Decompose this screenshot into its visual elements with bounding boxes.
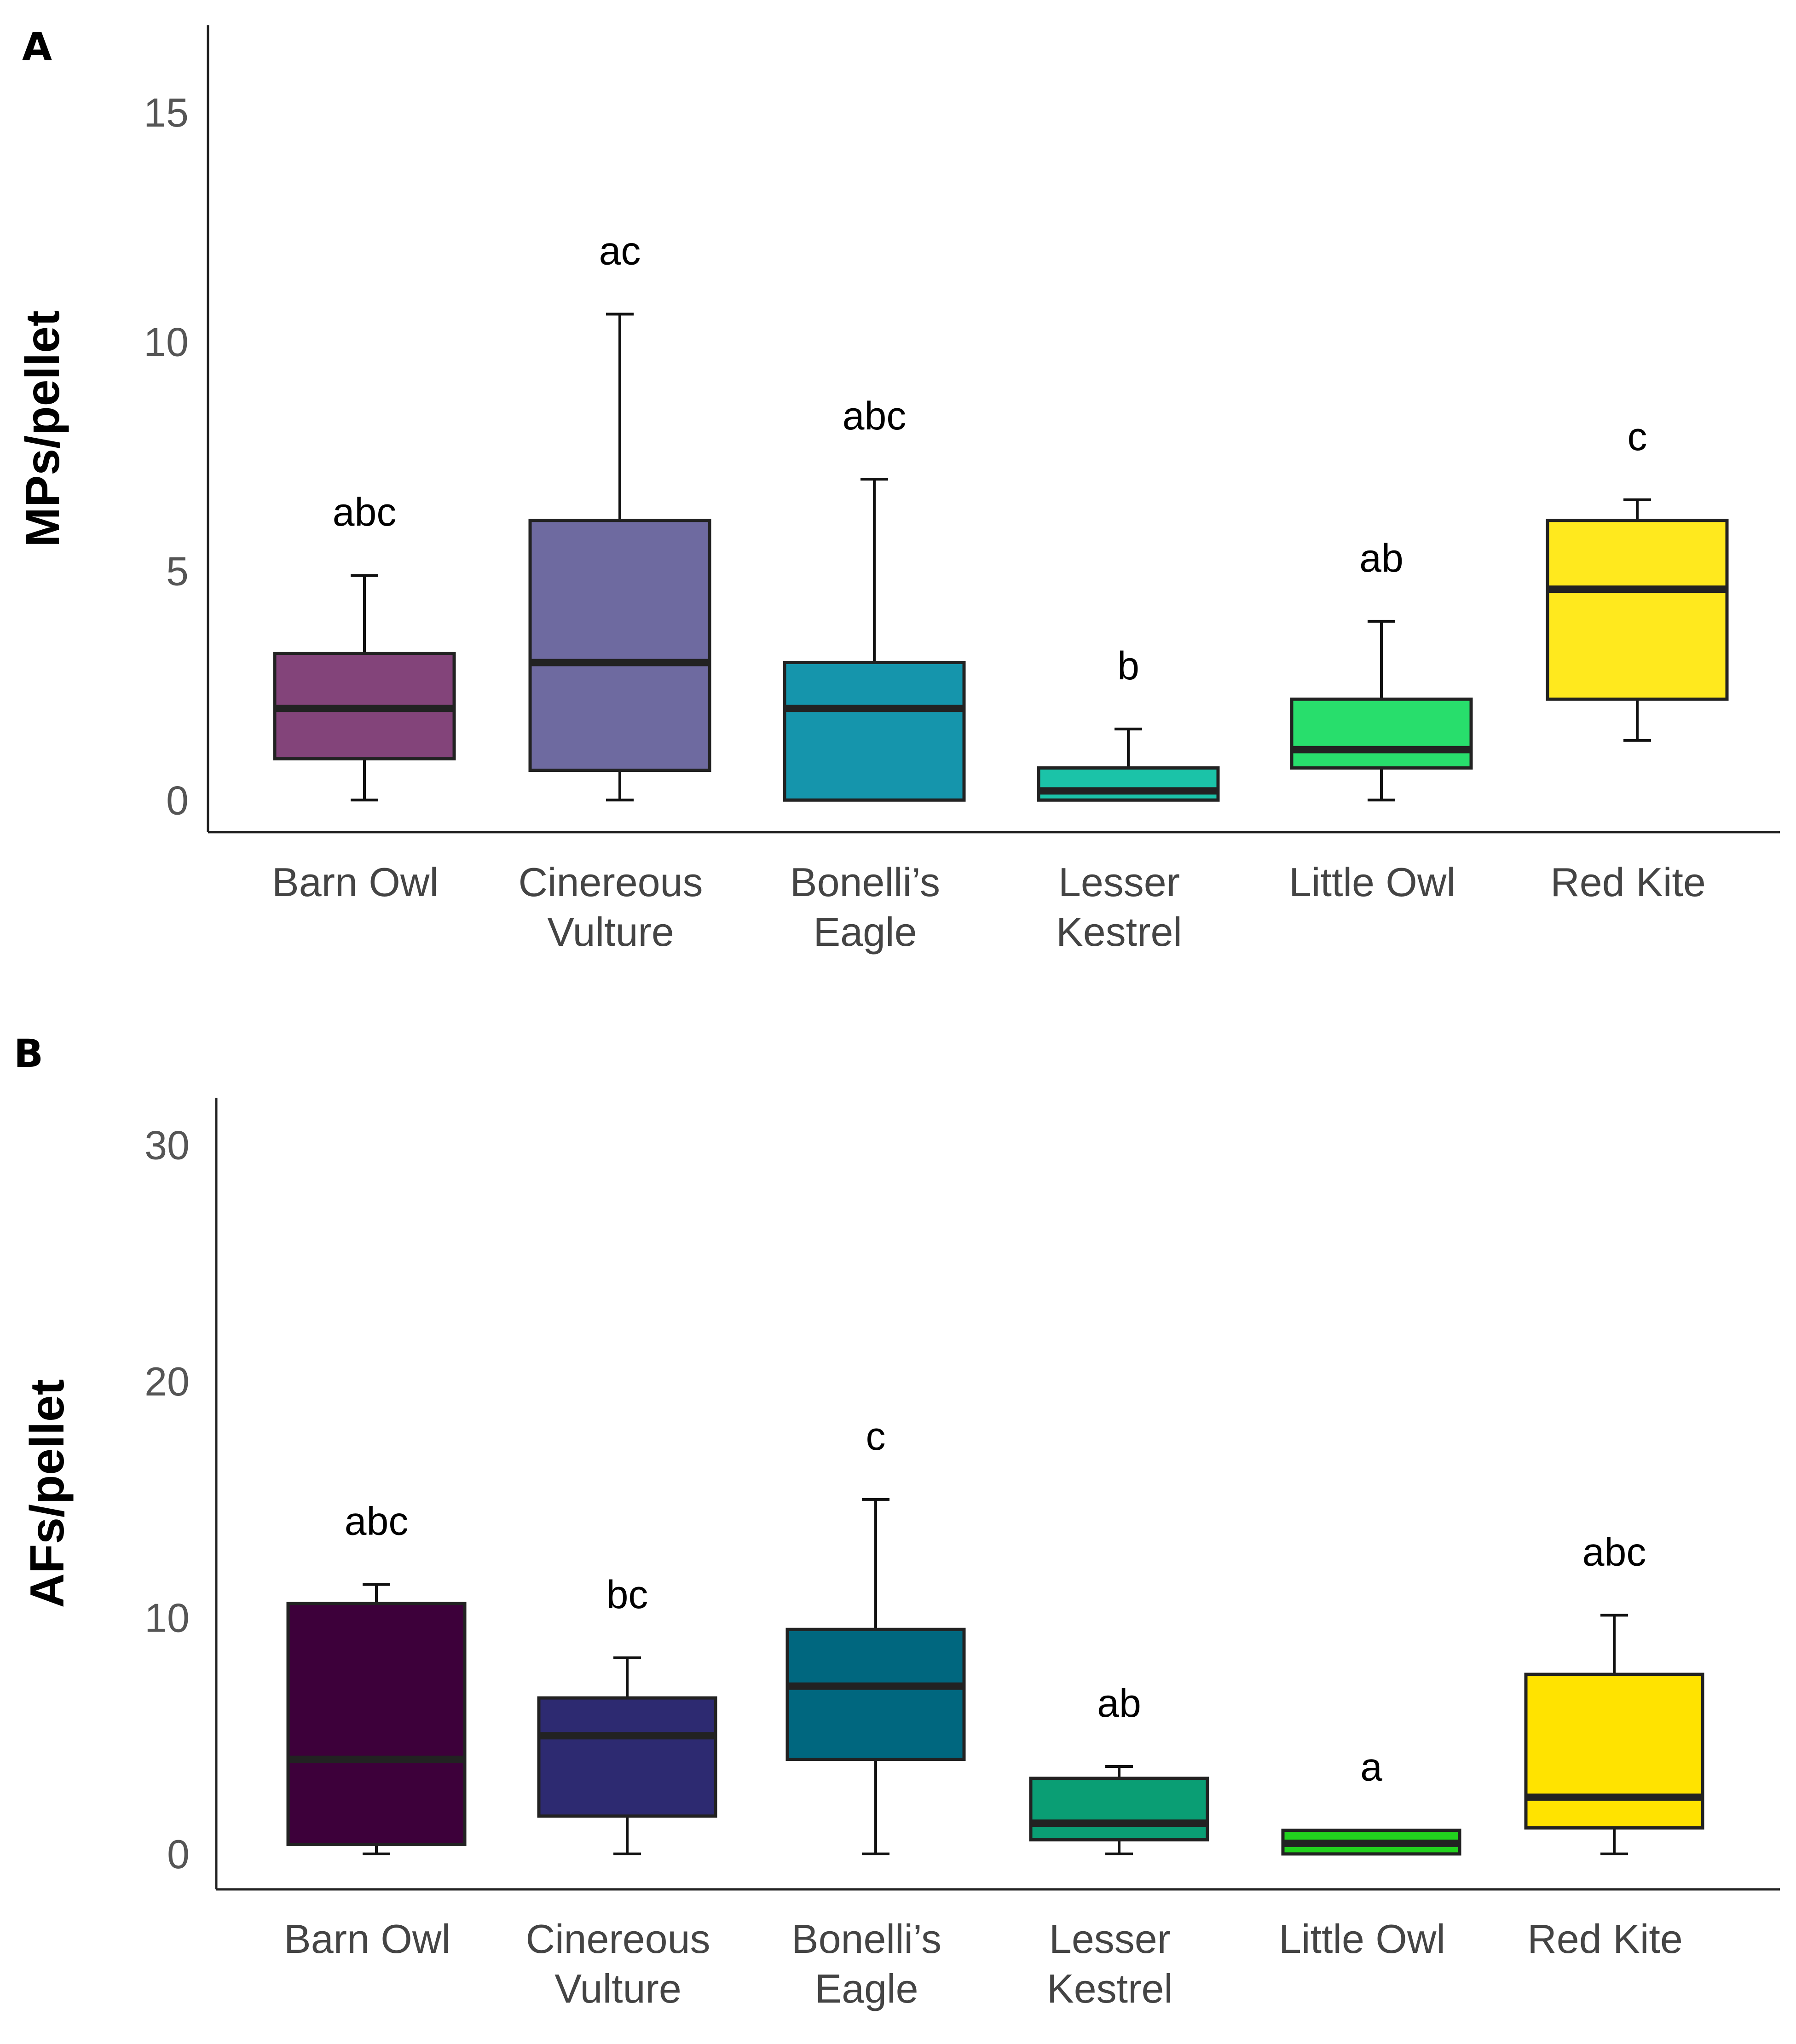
iqr-box <box>1037 766 1220 802</box>
significance-letter: c <box>1628 415 1647 459</box>
category-label: Bonelli’s <box>791 1916 941 1962</box>
significance-letter: b <box>1117 644 1139 688</box>
category-label: Kestrel <box>1047 1966 1173 2011</box>
y-tick-label: 20 <box>144 1359 190 1404</box>
significance-letter: c <box>866 1414 886 1459</box>
category-label: Red Kite <box>1527 1916 1683 1962</box>
y-tick-label: 0 <box>166 777 189 823</box>
category-label: Cinereous <box>518 859 703 905</box>
significance-letter: abc <box>1582 1530 1646 1574</box>
category-label: Barn Owl <box>284 1916 450 1962</box>
category-label: Little Owl <box>1289 859 1455 905</box>
iqr-box <box>537 1696 717 1818</box>
iqr-box <box>785 1627 966 1761</box>
panel-letter: A <box>22 24 52 69</box>
significance-letter: ab <box>1097 1681 1141 1726</box>
category-label: Barn Owl <box>272 859 439 905</box>
y-tick-label: 15 <box>144 90 189 135</box>
significance-letter: abc <box>333 490 397 534</box>
iqr-box <box>1290 697 1473 770</box>
category-label: Lesser <box>1058 859 1180 905</box>
significance-letter: abc <box>843 394 907 438</box>
significance-letter: bc <box>606 1573 648 1617</box>
iqr-box <box>1524 1673 1704 1830</box>
category-label: Little Owl <box>1279 1916 1445 1962</box>
y-axis-label: AFs/pellet <box>21 1379 74 1608</box>
y-tick-label: 10 <box>144 319 189 365</box>
panel-b: B AFs/pellet 0 10 20 30 abc bc c ab a abc Barn Owl Ci… <box>14 1031 1780 2011</box>
panel-letter: B <box>14 1031 43 1076</box>
category-label: Cinereous <box>526 1916 710 1962</box>
category-label: Vulture <box>547 909 674 955</box>
y-axis-label: MPs/pellet <box>16 310 69 547</box>
iqr-box <box>286 1602 467 1846</box>
y-tick-label: 5 <box>166 548 189 594</box>
significance-letter: abc <box>345 1500 409 1544</box>
significance-letter: ab <box>1359 536 1403 580</box>
iqr-box <box>783 660 966 802</box>
significance-letter: a <box>1360 1745 1382 1789</box>
category-label: Kestrel <box>1056 909 1182 955</box>
iqr-box <box>528 519 711 772</box>
category-label: Vulture <box>554 1966 681 2011</box>
category-label: Eagle <box>813 909 917 955</box>
category-label: Lesser <box>1049 1916 1171 1962</box>
category-label: Bonelli’s <box>790 859 940 905</box>
y-tick-label: 0 <box>167 1831 190 1877</box>
category-label: Eagle <box>814 1966 918 2011</box>
significance-letter: ac <box>599 229 641 273</box>
y-tick-label: 30 <box>144 1123 190 1168</box>
iqr-box <box>1029 1777 1209 1841</box>
iqr-box <box>1546 519 1729 701</box>
category-label: Red Kite <box>1550 859 1706 905</box>
y-tick-label: 10 <box>144 1595 190 1641</box>
